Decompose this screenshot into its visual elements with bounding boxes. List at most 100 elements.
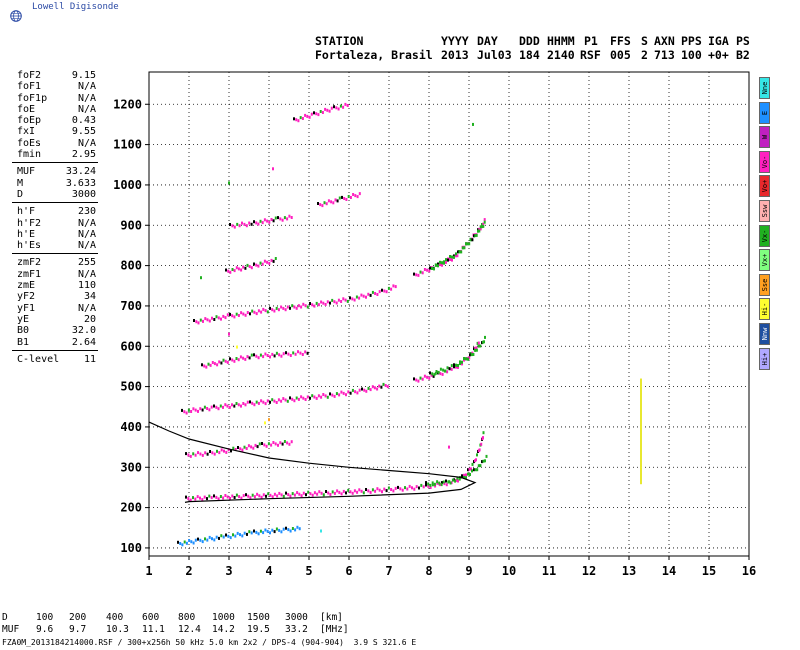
- header-col-value: 100: [681, 48, 702, 62]
- echo-dot: [441, 263, 443, 267]
- echo-dot: [282, 397, 285, 401]
- legend-swatch: Hi-: [759, 298, 770, 321]
- echo-dot: [455, 252, 457, 256]
- echo-dot: [197, 451, 199, 455]
- echo-dot: [433, 482, 436, 486]
- echo-dot: [262, 400, 265, 404]
- echo-dot: [448, 445, 450, 449]
- echo-dot: [340, 390, 343, 394]
- y-tick-label: 900: [120, 218, 142, 232]
- muf-value: 33.2: [285, 624, 308, 635]
- echo-dot: [256, 492, 259, 496]
- echo-dot: [218, 536, 220, 540]
- echo-dot: [296, 491, 299, 495]
- echo-dot: [269, 493, 272, 497]
- echo-dot: [306, 305, 309, 309]
- param-label: foF1p: [17, 92, 48, 104]
- echo-dot: [392, 284, 395, 288]
- echo-dot: [484, 335, 486, 339]
- echo-dot: [313, 111, 315, 115]
- echo-dot: [235, 357, 238, 360]
- echo-dot: [435, 370, 438, 373]
- param-value: N/A: [77, 217, 96, 229]
- echo-dot: [236, 222, 239, 226]
- param-label: yF2: [17, 291, 36, 303]
- echo-dot: [269, 400, 271, 404]
- echo-dot: [342, 297, 345, 301]
- echo-dot: [224, 359, 227, 363]
- echo-dot: [338, 196, 341, 200]
- param-row: fmin 2.95: [0, 149, 104, 160]
- echo-dot: [390, 287, 393, 291]
- echo-dot: [469, 353, 471, 357]
- echo-dot: [329, 301, 331, 305]
- legend-label: Vx+: [760, 253, 769, 267]
- echo-dot: [331, 490, 334, 494]
- param-value: 3000: [71, 188, 96, 200]
- echo-dot: [255, 354, 258, 358]
- echo-dot: [206, 497, 208, 501]
- echo-trace: [225, 257, 277, 274]
- echo-dot: [338, 393, 341, 397]
- echo-dot: [349, 490, 352, 494]
- echo-dot: [325, 202, 328, 206]
- echo-dot: [376, 293, 379, 296]
- legend-label: Vx-: [760, 229, 769, 242]
- echo-dot: [423, 374, 426, 378]
- echo-dot: [369, 490, 372, 494]
- echo-dot: [255, 221, 258, 225]
- echo-dot: [208, 494, 211, 498]
- echo-dot: [274, 442, 277, 446]
- echo-dot: [213, 538, 216, 542]
- echo-dot: [344, 102, 347, 106]
- echo-dot: [311, 493, 314, 497]
- echo-dot: [245, 447, 248, 450]
- echo-dot: [181, 543, 184, 547]
- echo-dot: [250, 266, 253, 270]
- echo-dot: [356, 490, 359, 494]
- param-value: 20: [83, 313, 96, 325]
- echo-dot: [276, 494, 279, 498]
- header-col-label: IGA: [708, 34, 729, 48]
- echo-dot: [222, 358, 225, 362]
- echo-dot: [197, 537, 199, 541]
- echo-dot: [211, 537, 213, 541]
- echo-dot: [294, 352, 297, 356]
- x-tick-label: 8: [425, 564, 432, 578]
- param-value: 32.0: [71, 325, 96, 337]
- legend-swatch: Nnw: [759, 322, 770, 345]
- echo-dot: [479, 344, 482, 348]
- echo-dot: [470, 353, 473, 357]
- header-col-label: HHMM: [547, 34, 575, 48]
- echo-dot: [408, 484, 411, 488]
- echo-dot: [199, 452, 202, 456]
- echo-dot: [286, 217, 289, 221]
- echo-dot: [334, 198, 337, 202]
- muf-label: MUF: [2, 624, 20, 635]
- echo-dot: [272, 441, 275, 444]
- echo-dot: [206, 538, 209, 542]
- echo-dot: [383, 289, 386, 293]
- echo-dot: [477, 229, 479, 233]
- param-label: zmF1: [17, 268, 42, 280]
- header-col-value: 2013: [441, 48, 469, 62]
- x-tick-label: 12: [582, 564, 596, 578]
- param-value: 2.64: [71, 336, 96, 348]
- header-col-label: DAY: [477, 34, 498, 48]
- globe-icon: [10, 10, 22, 22]
- echo-dot: [445, 260, 447, 264]
- echo-dot: [259, 219, 262, 223]
- param-divider: [12, 162, 98, 164]
- param-label: foEp: [17, 115, 42, 127]
- echo-dot: [482, 436, 484, 440]
- echo-dot: [317, 394, 320, 398]
- echo-dot: [245, 493, 247, 497]
- echo-dot: [291, 492, 294, 496]
- echo-dot: [228, 405, 231, 409]
- echo-dot: [224, 494, 227, 497]
- echo-dot: [179, 542, 182, 545]
- echo-dot: [419, 376, 422, 380]
- echo-dot: [187, 497, 190, 501]
- legend-swatch: W: [759, 126, 770, 149]
- echo-dot: [387, 486, 390, 490]
